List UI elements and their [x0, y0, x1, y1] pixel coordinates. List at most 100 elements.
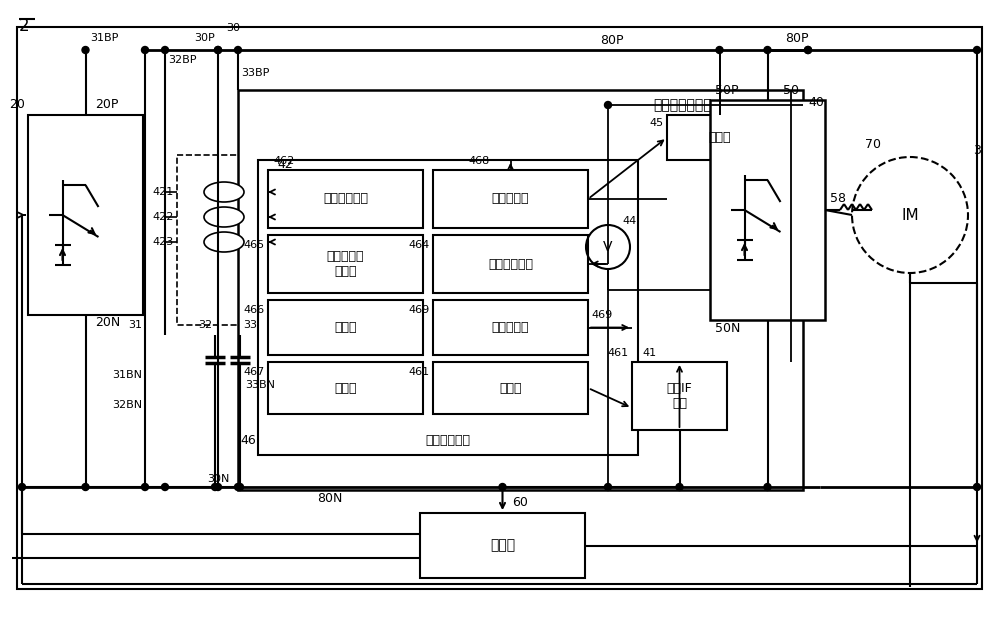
- Text: 58: 58: [830, 191, 846, 204]
- Circle shape: [804, 47, 812, 53]
- Circle shape: [214, 484, 222, 491]
- Text: 2: 2: [19, 17, 30, 35]
- Circle shape: [804, 47, 812, 53]
- Text: 通信处理部: 通信处理部: [492, 321, 529, 334]
- Text: 30: 30: [226, 23, 240, 33]
- Text: 467: 467: [244, 367, 265, 377]
- Text: 421: 421: [153, 187, 174, 197]
- Text: 电流值取得部: 电流值取得部: [323, 193, 368, 206]
- Circle shape: [142, 47, 148, 53]
- Text: 20N: 20N: [96, 317, 121, 330]
- Bar: [268, 362, 423, 414]
- Text: 20P: 20P: [96, 99, 119, 112]
- Ellipse shape: [204, 232, 244, 252]
- Text: 44: 44: [622, 216, 636, 226]
- Text: 46: 46: [240, 435, 256, 448]
- Text: 41: 41: [642, 348, 656, 358]
- Bar: [238, 90, 803, 490]
- Text: 电容器诊断装置: 电容器诊断装置: [654, 98, 712, 112]
- Text: 电压值取得部: 电压值取得部: [488, 258, 533, 271]
- Bar: [632, 362, 727, 430]
- Circle shape: [764, 47, 771, 53]
- Text: 80P: 80P: [785, 32, 808, 45]
- Ellipse shape: [204, 182, 244, 202]
- Text: 通信IF
单元: 通信IF 单元: [667, 382, 692, 410]
- Text: 3: 3: [973, 143, 981, 156]
- Text: 判定部: 判定部: [334, 381, 357, 394]
- Text: 32BN: 32BN: [112, 400, 142, 410]
- Bar: [667, 115, 772, 160]
- Text: 422: 422: [153, 212, 174, 222]
- Circle shape: [716, 47, 723, 53]
- Circle shape: [162, 484, 168, 491]
- Bar: [433, 362, 588, 414]
- Text: 469: 469: [409, 305, 430, 315]
- Text: 存储部: 存储部: [499, 381, 522, 394]
- Text: 469: 469: [591, 310, 612, 320]
- Text: 33BN: 33BN: [245, 380, 275, 390]
- Bar: [177, 155, 272, 325]
- Text: 20: 20: [9, 99, 25, 112]
- Text: 70: 70: [865, 138, 881, 152]
- Circle shape: [18, 484, 26, 491]
- Circle shape: [604, 101, 612, 109]
- Text: 显示处理部: 显示处理部: [492, 193, 529, 206]
- Text: 显示器: 显示器: [708, 131, 731, 144]
- Bar: [433, 300, 588, 355]
- Text: 50: 50: [782, 83, 798, 96]
- Circle shape: [764, 484, 771, 491]
- Text: 80N: 80N: [317, 492, 343, 505]
- Circle shape: [212, 484, 218, 491]
- Bar: [268, 300, 423, 355]
- Circle shape: [974, 47, 980, 53]
- Text: 33BP: 33BP: [241, 68, 269, 78]
- Circle shape: [162, 47, 168, 53]
- Text: V: V: [603, 240, 613, 254]
- Circle shape: [974, 484, 980, 491]
- Circle shape: [499, 484, 506, 491]
- Bar: [433, 235, 588, 293]
- Bar: [433, 170, 588, 228]
- Text: 464: 464: [409, 240, 430, 250]
- Circle shape: [214, 47, 222, 53]
- Text: 60: 60: [512, 497, 528, 509]
- Text: 分析处理单元: 分析处理单元: [426, 435, 471, 448]
- Text: 423: 423: [153, 237, 174, 247]
- Text: 31: 31: [128, 320, 142, 330]
- Text: IM: IM: [901, 207, 919, 222]
- Circle shape: [214, 47, 222, 53]
- Bar: [268, 235, 423, 293]
- Bar: [420, 513, 585, 578]
- Circle shape: [82, 484, 89, 491]
- Text: 控制部: 控制部: [490, 538, 515, 553]
- Bar: [710, 100, 825, 320]
- Text: 50P: 50P: [715, 83, 738, 96]
- Text: 461: 461: [409, 367, 430, 377]
- Circle shape: [234, 484, 242, 491]
- Bar: [268, 170, 423, 228]
- Text: 466: 466: [244, 305, 265, 315]
- Circle shape: [234, 47, 242, 53]
- Circle shape: [82, 47, 89, 53]
- Text: 468: 468: [468, 156, 489, 166]
- Text: 32BP: 32BP: [168, 55, 196, 65]
- Text: 50N: 50N: [715, 322, 740, 335]
- Bar: [28, 115, 143, 315]
- Text: 45: 45: [650, 118, 664, 128]
- Text: 30P: 30P: [194, 33, 215, 43]
- Text: 提取部: 提取部: [334, 321, 357, 334]
- Text: 462: 462: [273, 156, 294, 166]
- Text: 40: 40: [808, 96, 824, 109]
- Circle shape: [237, 484, 244, 491]
- Text: 42: 42: [277, 158, 293, 171]
- Circle shape: [142, 484, 148, 491]
- Text: 80P: 80P: [600, 34, 624, 47]
- Text: 31BP: 31BP: [90, 33, 119, 43]
- Ellipse shape: [204, 207, 244, 227]
- Text: 高速傅立叶
变换部: 高速傅立叶 变换部: [327, 250, 364, 278]
- Bar: [258, 160, 638, 455]
- Text: 30N: 30N: [207, 474, 229, 484]
- Text: 465: 465: [244, 240, 265, 250]
- Text: 32: 32: [198, 320, 212, 330]
- Circle shape: [676, 484, 683, 491]
